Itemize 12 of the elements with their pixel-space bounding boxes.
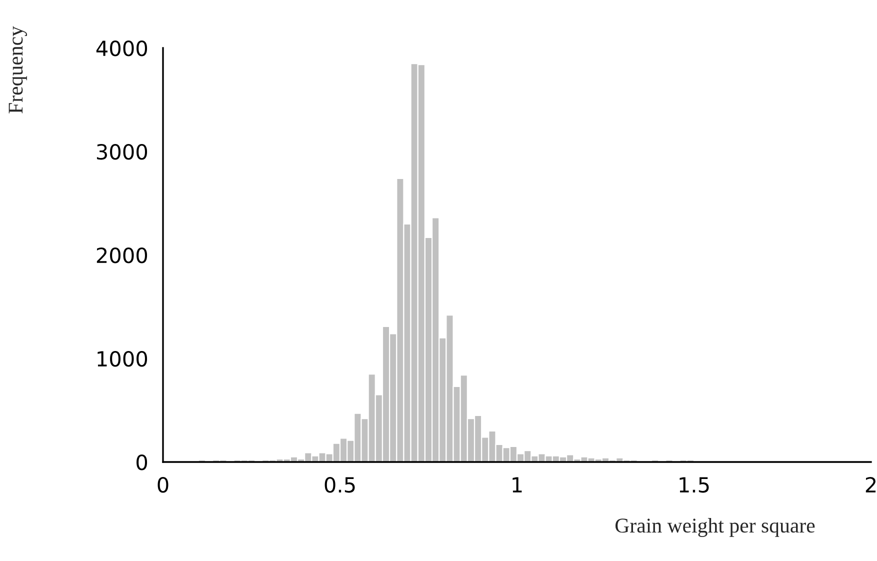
- x-tick-label: 1: [512, 477, 522, 492]
- y-tick-label: 1000: [98, 350, 148, 367]
- x-tick-label: 0.5: [324, 476, 355, 493]
- y-axis-title: Frequency: [8, 26, 27, 114]
- x-tick-label: 2: [866, 476, 876, 492]
- y-tick-label: 3000: [96, 144, 148, 160]
- x-tick-label: 0: [158, 476, 168, 493]
- x-axis-title: Grain weight per square: [615, 518, 815, 537]
- y-tick-label: 0: [136, 454, 148, 470]
- y-tick-label: 4000: [96, 40, 148, 56]
- y-tick-label: 2000: [96, 247, 148, 264]
- x-tick-label: 1.5: [680, 477, 709, 493]
